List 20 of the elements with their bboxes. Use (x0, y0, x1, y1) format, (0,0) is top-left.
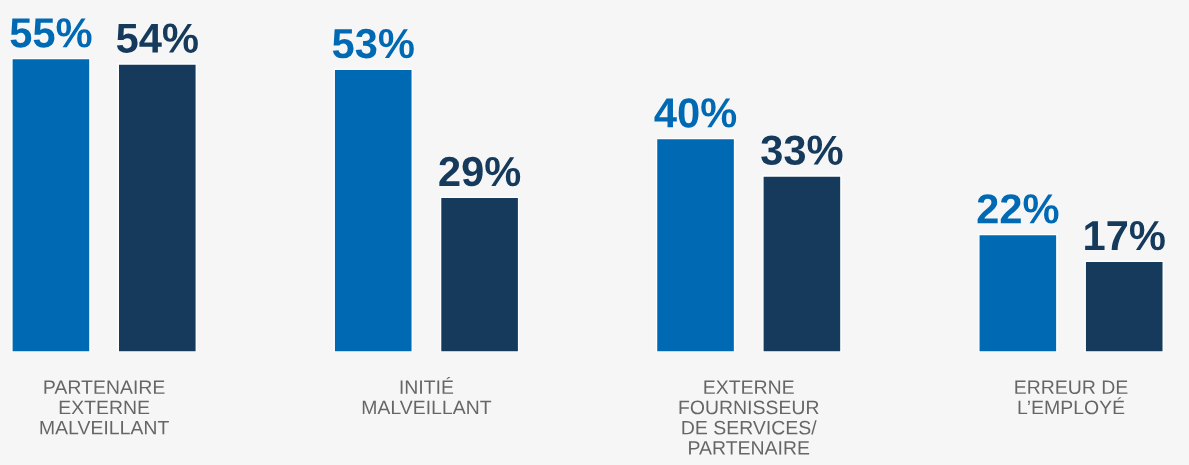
bar (11, 57, 91, 353)
bar (762, 175, 842, 353)
x-tick-label: INITIÉ MALVEILLANT (362, 377, 492, 415)
bar (439, 196, 520, 353)
data-label: 33% (761, 135, 843, 166)
bar (117, 63, 197, 353)
data-label: 53% (332, 28, 414, 59)
x-tick-label: EXTERNE FOURNISSEUR DE SERVICES/ PARTENAIRE (679, 380, 819, 455)
data-label: 22% (977, 194, 1059, 224)
data-label: 55% (10, 18, 92, 48)
data-label: 29% (439, 156, 521, 187)
x-tick-label: ERREUR DE L’EMPLOYÉ (1015, 380, 1128, 415)
bar (333, 68, 413, 353)
data-label: 40% (654, 98, 737, 128)
bar (978, 233, 1058, 353)
x-tick-label: PARTENAIRE EXTERNE MALVEILLANT (40, 380, 169, 435)
bar (1084, 260, 1164, 353)
data-label: 17% (1085, 220, 1165, 251)
bar (655, 137, 736, 353)
data-label: 54% (116, 23, 198, 53)
